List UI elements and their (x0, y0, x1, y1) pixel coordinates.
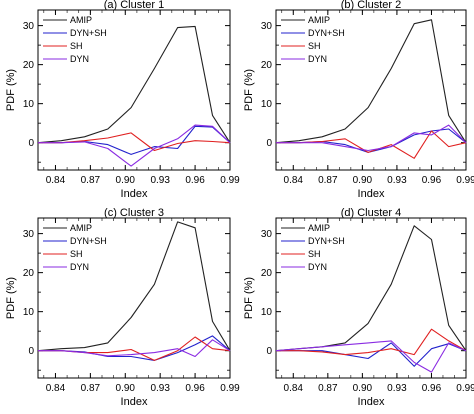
legend-label: DYN+SH (308, 236, 345, 246)
x-tick-label: 0.99 (220, 383, 240, 394)
panel-title: (d) Cluster 4 (341, 207, 402, 219)
x-axis-label: Index (358, 188, 385, 200)
legend-label: SH (308, 41, 321, 51)
x-tick-label: 0.90 (116, 175, 136, 186)
legend-label: DYN+SH (308, 28, 345, 38)
y-axis-label: PDF (%) (243, 277, 255, 319)
series-line-sh (276, 130, 467, 159)
x-tick-label: 0.93 (387, 175, 407, 186)
legend-label: AMIP (70, 15, 92, 25)
x-tick-label: 0.99 (456, 383, 474, 394)
y-tick-label: 20 (261, 60, 273, 71)
panel-title: (a) Cluster 1 (104, 0, 165, 11)
panel-4: (d) Cluster 4 0 10 20 30 0.84 0.87 0.90 0.93 0.96… (243, 207, 474, 408)
x-tick-label: 0.96 (185, 175, 205, 186)
y-tick-label: 30 (261, 229, 273, 240)
plot-frame (275, 9, 467, 171)
x-tick-label: 0.84 (46, 175, 66, 186)
x-axis-label: Index (121, 188, 148, 200)
y-axis-label: PDF (%) (5, 277, 17, 319)
y-axis-label: PDF (%) (5, 69, 17, 111)
series-line-dyn (275, 340, 467, 373)
x-tick-label: 0.96 (422, 175, 442, 186)
x-tick-label: 0.84 (284, 175, 304, 186)
panel-1: (a) Cluster 1 0 10 20 30 0.84 0.87 0.90 0.93 0.96… (5, 0, 240, 200)
x-tick-label: 0.96 (422, 383, 442, 394)
x-tick-label: 0.90 (353, 175, 373, 186)
y-tick-label: 20 (23, 60, 35, 71)
legend-label: DYN (308, 54, 327, 64)
series-line-dyn (38, 124, 231, 167)
legend-label: SH (70, 41, 83, 51)
y-tick-label: 20 (261, 268, 273, 279)
x-tick-label: 0.99 (220, 175, 240, 186)
legend-label: AMIP (70, 223, 92, 233)
x-tick-label: 0.96 (185, 383, 205, 394)
panel-3: (c) Cluster 3 0 10 20 30 0.84 0.87 0.90 0.93 0.96… (5, 207, 240, 408)
plot-frame (37, 217, 231, 379)
y-axis-label: PDF (%) (243, 69, 255, 111)
x-tick-label: 0.90 (116, 383, 136, 394)
x-axis-label: Index (121, 396, 148, 408)
y-tick-label: 0 (266, 346, 272, 357)
y-tick-label: 0 (266, 138, 272, 149)
panel-title: (c) Cluster 3 (104, 207, 164, 219)
legend-label: DYN (70, 54, 89, 64)
x-tick-label: 0.87 (318, 383, 338, 394)
x-tick-label: 0.99 (456, 175, 474, 186)
y-tick-label: 30 (23, 229, 35, 240)
y-tick-label: 10 (261, 307, 273, 318)
legend-label: DYN (70, 262, 89, 272)
y-tick-label: 30 (261, 21, 273, 32)
y-tick-label: 10 (23, 307, 35, 318)
y-tick-label: 20 (23, 268, 35, 279)
panel-title: (b) Cluster 2 (341, 0, 402, 11)
x-axis-label: Index (358, 396, 385, 408)
x-tick-label: 0.87 (318, 175, 338, 186)
x-tick-label: 0.87 (81, 383, 101, 394)
y-tick-label: 10 (23, 99, 35, 110)
x-tick-label: 0.93 (150, 175, 170, 186)
series-line-dyn (276, 124, 467, 152)
legend-label: AMIP (308, 223, 330, 233)
y-tick-label: 0 (28, 346, 34, 357)
legend-label: SH (70, 249, 83, 259)
y-tick-label: 30 (23, 21, 35, 32)
plot-frame (275, 217, 467, 379)
x-tick-label: 0.93 (387, 383, 407, 394)
x-tick-label: 0.90 (353, 383, 373, 394)
y-tick-label: 10 (261, 99, 273, 110)
series-line-amip (37, 221, 231, 352)
plot-frame (37, 9, 231, 171)
series-line-sh (38, 132, 231, 152)
series-line-dyn-sh (38, 125, 231, 155)
series-line-amip (275, 19, 467, 144)
legend-label: SH (308, 249, 321, 259)
x-tick-label: 0.93 (150, 383, 170, 394)
legend-label: DYN+SH (70, 236, 107, 246)
x-tick-label: 0.84 (284, 383, 304, 394)
legend-label: DYN+SH (70, 28, 107, 38)
x-tick-label: 0.84 (46, 383, 66, 394)
legend-label: DYN (308, 262, 327, 272)
x-tick-label: 0.87 (81, 175, 101, 186)
panel-2: (b) Cluster 2 0 10 20 30 0.84 0.87 0.90 0.93 0.96… (243, 0, 474, 200)
series-line-amip (37, 25, 231, 144)
y-tick-label: 0 (28, 138, 34, 149)
legend-label: AMIP (308, 15, 330, 25)
series-line-dyn (38, 339, 231, 358)
series-line-sh (276, 328, 467, 356)
series-line-amip (275, 225, 467, 352)
series-line-dyn-sh (276, 128, 467, 153)
